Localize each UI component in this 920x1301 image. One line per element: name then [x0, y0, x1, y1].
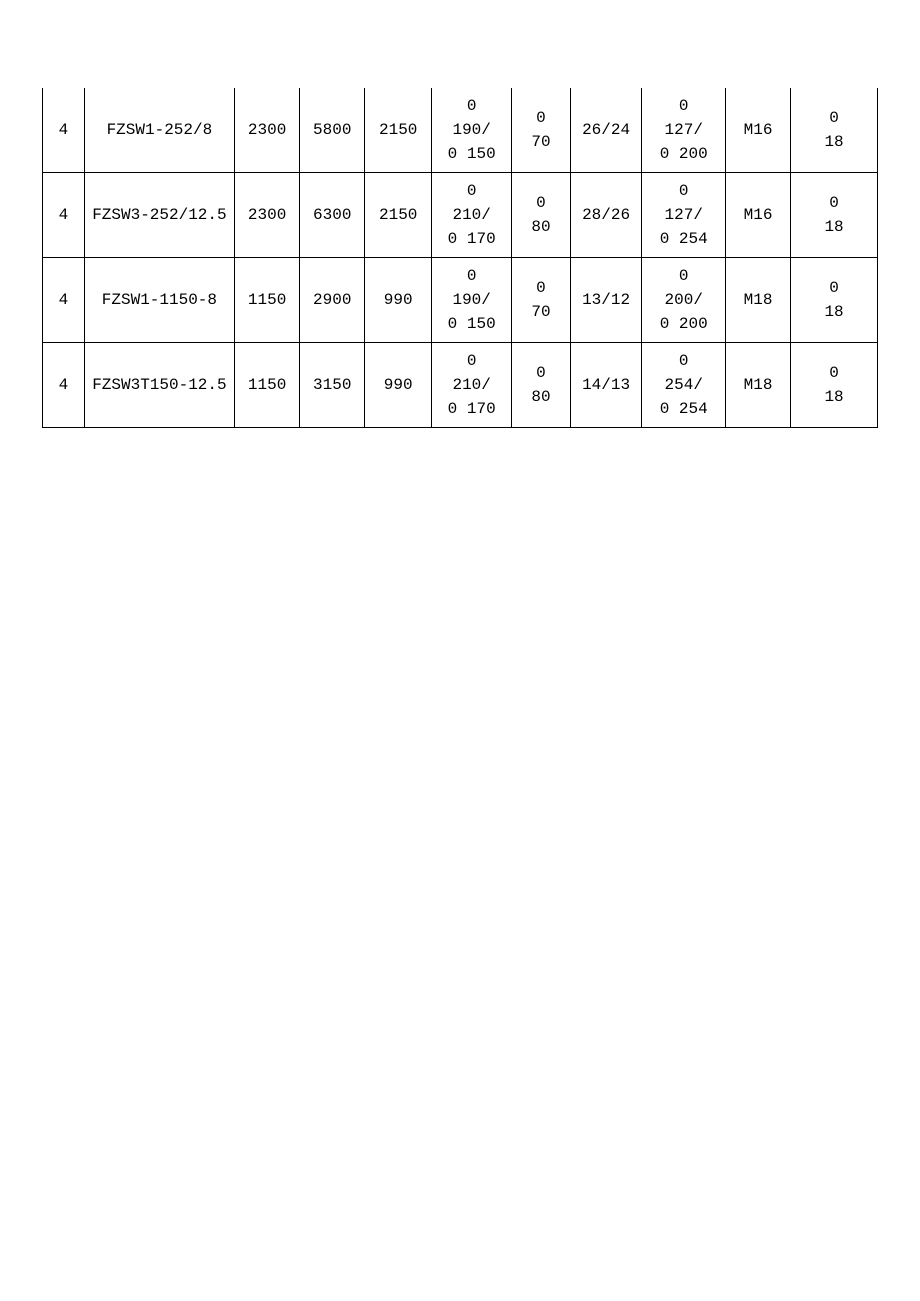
- cell: 070: [512, 88, 570, 173]
- cell: 0190/0 150: [432, 88, 512, 173]
- cell: 018: [791, 258, 878, 343]
- cell: FZSW3-252/12.5: [84, 173, 234, 258]
- cell: 4: [43, 88, 85, 173]
- cell: M16: [725, 88, 790, 173]
- table-row: 4 FZSW1-1150-8 1150 2900 990 0190/0 150 …: [43, 258, 878, 343]
- cell: 080: [512, 173, 570, 258]
- cell: 13/12: [570, 258, 642, 343]
- cell: 14/13: [570, 343, 642, 428]
- cell: 990: [365, 343, 432, 428]
- cell: 0254/0 254: [642, 343, 726, 428]
- cell: 6300: [300, 173, 365, 258]
- cell: 2300: [235, 173, 300, 258]
- cell: M18: [725, 258, 790, 343]
- cell: 018: [791, 88, 878, 173]
- cell: 5800: [300, 88, 365, 173]
- cell: 4: [43, 343, 85, 428]
- cell: 4: [43, 173, 85, 258]
- cell: 018: [791, 173, 878, 258]
- cell: M16: [725, 173, 790, 258]
- cell: 28/26: [570, 173, 642, 258]
- cell: 080: [512, 343, 570, 428]
- table-row: 4 FZSW1-252/8 2300 5800 2150 0190/0 150 …: [43, 88, 878, 173]
- cell: 3150: [300, 343, 365, 428]
- cell: 1150: [235, 343, 300, 428]
- cell: 2150: [365, 88, 432, 173]
- cell: FZSW1-1150-8: [84, 258, 234, 343]
- table-row: 4 FZSW3-252/12.5 2300 6300 2150 0210/0 1…: [43, 173, 878, 258]
- cell: 0127/0 254: [642, 173, 726, 258]
- cell: M18: [725, 343, 790, 428]
- cell: FZSW3T150-12.5: [84, 343, 234, 428]
- cell: 0210/0 170: [432, 173, 512, 258]
- spec-table: 4 FZSW1-252/8 2300 5800 2150 0190/0 150 …: [42, 88, 878, 428]
- cell: 070: [512, 258, 570, 343]
- cell: 26/24: [570, 88, 642, 173]
- cell: 0210/0 170: [432, 343, 512, 428]
- cell: 1150: [235, 258, 300, 343]
- table-container: 4 FZSW1-252/8 2300 5800 2150 0190/0 150 …: [0, 0, 920, 428]
- cell: 018: [791, 343, 878, 428]
- cell: 2900: [300, 258, 365, 343]
- cell: 2150: [365, 173, 432, 258]
- cell: 990: [365, 258, 432, 343]
- cell: 4: [43, 258, 85, 343]
- cell: 0200/0 200: [642, 258, 726, 343]
- cell: 0127/0 200: [642, 88, 726, 173]
- cell: FZSW1-252/8: [84, 88, 234, 173]
- cell: 0190/0 150: [432, 258, 512, 343]
- table-row: 4 FZSW3T150-12.5 1150 3150 990 0210/0 17…: [43, 343, 878, 428]
- cell: 2300: [235, 88, 300, 173]
